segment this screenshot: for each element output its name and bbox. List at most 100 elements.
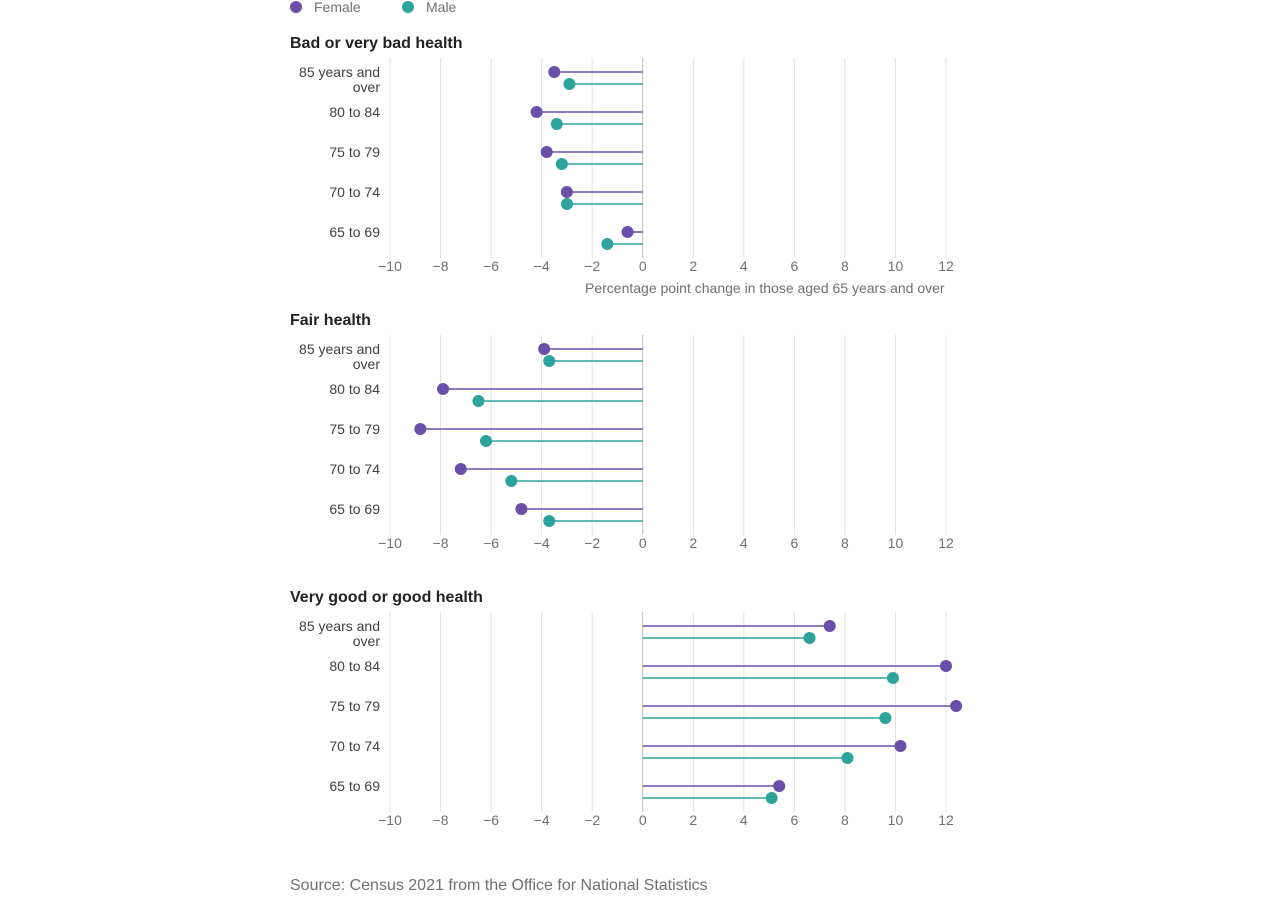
x-tick-label: 6 xyxy=(790,258,798,274)
legend-item-male: Male xyxy=(402,0,457,15)
panel-1: Fair health −10 −8 −6 −4 −2 0 2 4 6 8 10 12 85 years … xyxy=(290,312,954,551)
category-label: 85 years and over xyxy=(299,618,380,649)
x-tick-label: 12 xyxy=(938,258,954,274)
x-tick-label: −4 xyxy=(534,258,550,274)
lollipop-dot-female xyxy=(621,226,634,238)
panel-0: Bad or very bad health −10 −8 −6 −4 −2 0 2 4 6 8 10… xyxy=(290,35,954,296)
panel-title: Bad or very bad health xyxy=(290,35,463,52)
lollipop-dot-male xyxy=(560,198,573,210)
x-tick-label: −6 xyxy=(483,812,499,828)
legend-label: Female xyxy=(314,0,361,15)
x-tick-label: 4 xyxy=(740,812,748,828)
legend-swatch xyxy=(290,1,302,13)
x-tick-label: −2 xyxy=(584,258,600,274)
lollipop-dot-male xyxy=(480,435,493,447)
lollipop-dot-male xyxy=(505,475,518,487)
category-label: 65 to 69 xyxy=(329,501,380,517)
legend-label: Male xyxy=(426,0,457,15)
category-label: 80 to 84 xyxy=(329,104,380,120)
lollipop-dot-female xyxy=(540,146,553,158)
lollipop-dot-female xyxy=(823,620,836,632)
legend-item-female: Female xyxy=(290,0,361,15)
lollipop-dot-male xyxy=(886,672,899,684)
lollipop-dot-female xyxy=(894,740,907,752)
category-label-line: over xyxy=(353,633,381,649)
lollipop-dot-male xyxy=(879,712,892,724)
panel-title: Fair health xyxy=(290,312,371,329)
x-tick-label: 6 xyxy=(790,812,798,828)
category-label: 75 to 79 xyxy=(329,698,380,714)
x-tick-label: 6 xyxy=(790,535,798,551)
category-label: 75 to 79 xyxy=(329,144,380,160)
category-label: 70 to 74 xyxy=(329,738,380,754)
lollipop-dot-male xyxy=(543,515,556,527)
lollipop-dot-female xyxy=(414,423,427,435)
lollipop-dot-female xyxy=(454,463,467,475)
x-tick-label: 10 xyxy=(888,812,904,828)
x-axis-title: Percentage point change in those aged 65… xyxy=(585,280,945,296)
x-tick-label: 2 xyxy=(689,535,697,551)
lollipop-dot-male xyxy=(803,632,816,644)
category-label: 80 to 84 xyxy=(329,381,380,397)
lollipop-dot-female xyxy=(538,343,551,355)
category-label: 70 to 74 xyxy=(329,184,380,200)
lollipop-dot-female xyxy=(950,700,963,712)
x-tick-label: −4 xyxy=(534,812,550,828)
x-tick-label: −10 xyxy=(378,535,402,551)
panel-title: Very good or good health xyxy=(290,589,483,606)
x-tick-label: 0 xyxy=(639,812,647,828)
x-tick-label: 0 xyxy=(639,258,647,274)
category-label: 80 to 84 xyxy=(329,658,380,674)
category-label-line: 85 years and xyxy=(299,618,380,634)
category-label: 70 to 74 xyxy=(329,461,380,477)
category-label-line: over xyxy=(353,356,381,372)
x-tick-label: −2 xyxy=(584,812,600,828)
lollipop-dot-male xyxy=(601,238,614,250)
category-label: 85 years and over xyxy=(299,341,380,372)
lollipop-dot-male xyxy=(543,355,556,367)
x-tick-label: 4 xyxy=(740,535,748,551)
lollipop-dot-male xyxy=(550,118,563,130)
x-tick-label: −6 xyxy=(483,258,499,274)
lollipop-dot-female xyxy=(940,660,952,672)
legend-swatch xyxy=(402,1,414,13)
category-label: 65 to 69 xyxy=(329,778,380,794)
x-tick-label: −10 xyxy=(378,258,402,274)
x-tick-label: −6 xyxy=(483,535,499,551)
x-tick-label: −4 xyxy=(534,535,550,551)
x-tick-label: 2 xyxy=(689,258,697,274)
x-tick-label: 4 xyxy=(740,258,748,274)
category-label: 75 to 79 xyxy=(329,421,380,437)
x-tick-label: −10 xyxy=(378,812,402,828)
x-tick-label: −8 xyxy=(433,535,449,551)
x-tick-label: 10 xyxy=(888,258,904,274)
x-tick-label: −8 xyxy=(433,258,449,274)
category-label-line: over xyxy=(353,79,381,95)
category-label: 85 years and over xyxy=(299,64,380,95)
lollipop-dot-female xyxy=(548,66,561,78)
lollipop-dot-male xyxy=(563,78,576,90)
lollipop-dot-female xyxy=(530,106,543,118)
x-tick-label: 2 xyxy=(689,812,697,828)
panel-2: Very good or good health −10 −8 −6 −4 −2 0 2 4 6 8… xyxy=(290,589,963,828)
lollipop-dot-male xyxy=(472,395,485,407)
lollipop-dot-male xyxy=(765,792,778,804)
x-tick-label: 8 xyxy=(841,535,849,551)
x-tick-label: 12 xyxy=(938,535,954,551)
x-tick-label: 12 xyxy=(938,812,954,828)
x-tick-label: 8 xyxy=(841,812,849,828)
source-note: Source: Census 2021 from the Office for … xyxy=(290,877,708,894)
x-tick-label: −2 xyxy=(584,535,600,551)
category-label-line: 85 years and xyxy=(299,64,380,80)
lollipop-dot-male xyxy=(555,158,568,170)
lollipop-dot-female xyxy=(773,780,786,792)
category-label: 65 to 69 xyxy=(329,224,380,240)
x-tick-label: 0 xyxy=(639,535,647,551)
x-tick-label: −8 xyxy=(433,812,449,828)
lollipop-dot-female xyxy=(515,503,528,515)
lollipop-dot-male xyxy=(841,752,854,764)
category-label-line: 85 years and xyxy=(299,341,380,357)
x-tick-label: 10 xyxy=(888,535,904,551)
x-tick-label: 8 xyxy=(841,258,849,274)
